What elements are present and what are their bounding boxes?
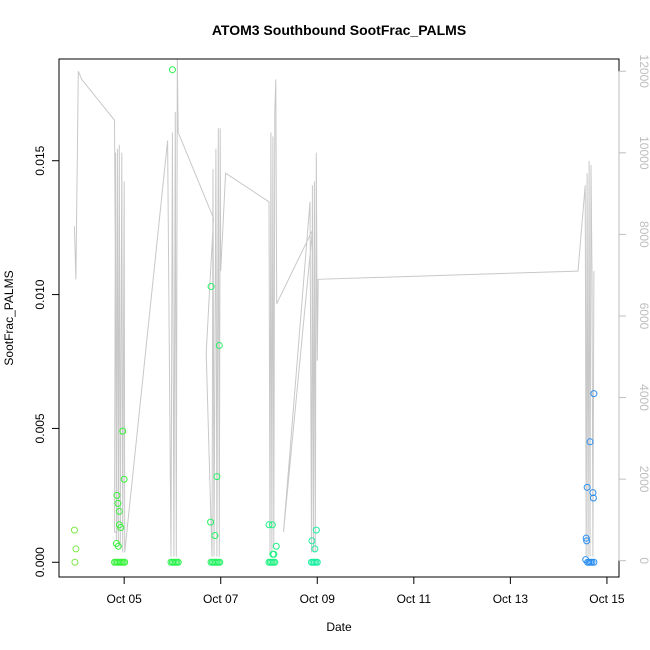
plot-frame <box>58 58 620 578</box>
x-tick-label: Oct 13 <box>493 592 529 606</box>
data-point <box>590 390 598 398</box>
data-point <box>216 558 224 566</box>
data-point <box>270 550 278 558</box>
data-point <box>211 532 219 540</box>
data-point <box>583 483 591 491</box>
y2-tick-label: 6000 <box>637 303 650 330</box>
data-point <box>312 526 320 534</box>
data-point <box>168 66 176 74</box>
y-tick-label: 0.015 <box>33 145 47 175</box>
data-point <box>268 521 276 529</box>
data-point <box>117 523 125 531</box>
data-point <box>582 534 590 542</box>
y-tick-label: 0.010 <box>33 279 47 309</box>
data-point <box>272 542 280 550</box>
data-point <box>590 558 598 566</box>
data-point <box>119 427 127 435</box>
data-point <box>308 537 316 545</box>
x-tick-label: Oct 07 <box>203 592 239 606</box>
data-point <box>213 473 221 481</box>
y2-tick-label: 4000 <box>637 384 650 411</box>
x-tick-label: Oct 11 <box>397 592 432 606</box>
y2-tick-label: 2000 <box>637 466 650 493</box>
data-point <box>589 494 597 502</box>
data-point <box>589 489 597 497</box>
data-point <box>271 558 279 566</box>
x-axis: Oct 05 Oct 07 Oct 09 Oct 11 Oct 13 Oct 15 <box>106 577 625 606</box>
data-point <box>207 518 215 526</box>
x-axis-label: Date <box>326 620 352 634</box>
data-point <box>586 438 594 446</box>
y-axis: 0.000 0.005 0.010 0.015 <box>33 145 60 577</box>
data-point <box>215 341 223 349</box>
data-point <box>72 545 80 553</box>
x-tick-label: Oct 15 <box>589 592 625 606</box>
data-point <box>313 558 321 566</box>
data-point <box>588 558 596 566</box>
altitude-layer <box>73 58 595 557</box>
data-point <box>70 526 78 534</box>
x-tick-label: Oct 05 <box>106 592 142 606</box>
secondary-y-axis: 0 2000 4000 6000 8000 10000 12000 <box>618 55 650 564</box>
y2-tick-label: 0 <box>637 557 650 564</box>
y2-tick-label: 8000 <box>637 221 650 248</box>
data-point <box>583 537 591 545</box>
data-point <box>113 491 121 499</box>
y2-tick-label: 12000 <box>637 55 650 89</box>
y-tick-label: 0.000 <box>33 547 47 577</box>
data-point <box>207 283 215 291</box>
x-tick-label: Oct 09 <box>300 592 336 606</box>
y-axis-label: SootFrac_PALMS <box>2 270 16 365</box>
data-point <box>121 558 129 566</box>
data-point <box>114 542 122 550</box>
points-layer <box>70 66 598 566</box>
data-point <box>114 499 122 507</box>
data-point <box>71 558 79 566</box>
data-point <box>174 558 182 566</box>
y-tick-label: 0.005 <box>33 413 47 443</box>
chart-title: ATOM3 Southbound SootFrac_PALMS <box>212 22 466 38</box>
data-point <box>265 521 273 529</box>
data-point <box>311 545 319 553</box>
data-point <box>120 475 128 483</box>
altitude-series-line <box>73 58 595 557</box>
y2-tick-label: 10000 <box>637 136 650 170</box>
data-point <box>115 507 123 515</box>
